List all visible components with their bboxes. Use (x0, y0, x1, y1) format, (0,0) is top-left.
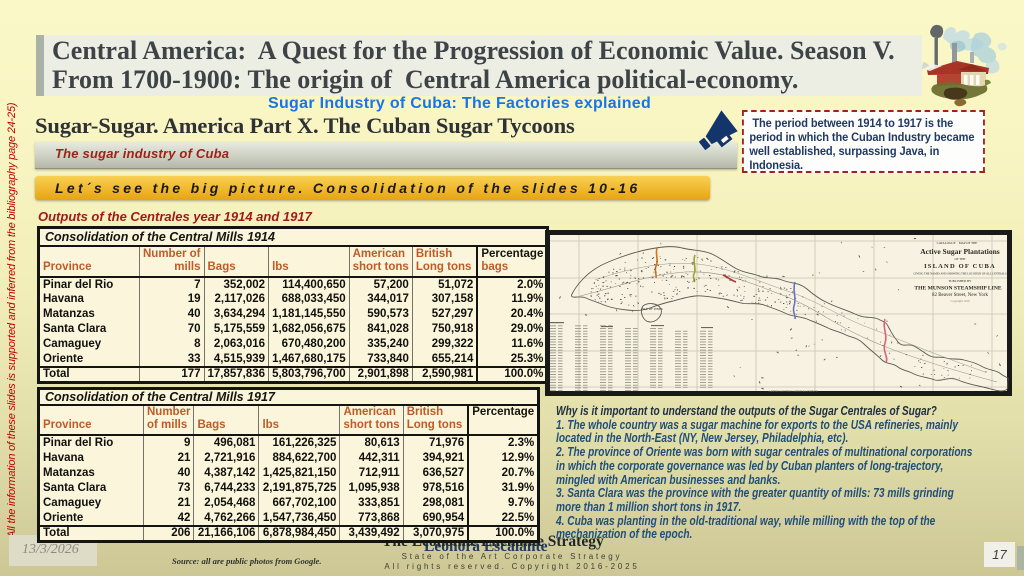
svg-text:82 Beaver Street, New York: 82 Beaver Street, New York (932, 293, 989, 298)
svg-text:GIVING THE NAMES AND SHOWING T: GIVING THE NAMES AND SHOWING THE LOCATIO… (913, 273, 1007, 276)
svg-text:Copyright 1919: Copyright 1919 (951, 299, 970, 303)
svg-text:Active Sugar Plantations: Active Sugar Plantations (920, 247, 1000, 256)
svg-text:AMERICAN EDUCATIONAL PRINTS: AMERICAN EDUCATIONAL PRINTS (769, 389, 818, 393)
svg-text:ISLE OF PINES: ISLE OF PINES (641, 307, 662, 311)
svg-text:OF THE: OF THE (954, 257, 965, 261)
svg-text:ISLAND OF CUBA: ISLAND OF CUBA (924, 263, 996, 270)
svg-text:PUBLISHED BY: PUBLISHED BY (949, 279, 972, 283)
svg-text:CATALOGUE MAP OF THE: CATALOGUE MAP OF THE (937, 241, 978, 245)
svg-text:THE MUNSON STEAMSHIP LINE: THE MUNSON STEAMSHIP LINE (914, 286, 1001, 292)
